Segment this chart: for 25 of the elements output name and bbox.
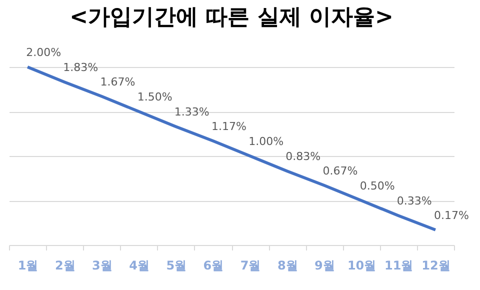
data-label: 0.67% — [322, 164, 358, 178]
x-tick-label: 12월 — [422, 258, 450, 272]
data-label: 2.00% — [26, 46, 62, 59]
data-label: 1.50% — [137, 90, 172, 104]
data-label: 1.83% — [63, 61, 98, 74]
data-label: 1.00% — [248, 135, 284, 148]
data-label: 0.17% — [434, 208, 469, 222]
x-tick-label: 7월 — [240, 258, 261, 272]
x-tick-label: 2월 — [54, 258, 76, 272]
data-label: 0.83% — [286, 150, 321, 164]
data-label: 0.33% — [396, 194, 432, 208]
x-tick-label: 3월 — [92, 258, 112, 272]
x-tick-label: 10월 — [347, 258, 376, 272]
x-tick-label: 5월 — [166, 258, 187, 272]
x-tick-label: 9월 — [314, 258, 335, 272]
x-tick-label: 6월 — [203, 258, 224, 272]
data-label: 1.17% — [211, 120, 246, 133]
chart-title: <가입기간에 따른 실제 이자율> — [70, 5, 394, 30]
x-tick-label: 11월 — [384, 258, 414, 272]
x-tick-label: 4월 — [129, 258, 150, 272]
data-label: 1.67% — [100, 75, 136, 88]
x-tick-label: 1월 — [18, 258, 38, 272]
data-label: 0.50% — [360, 180, 395, 192]
x-tick-label: 8월 — [277, 258, 298, 272]
data-label: 1.33% — [174, 106, 210, 119]
